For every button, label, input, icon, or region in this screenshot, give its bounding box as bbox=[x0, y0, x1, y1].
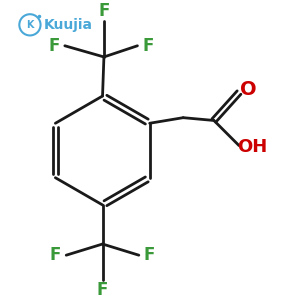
Text: F: F bbox=[142, 37, 154, 55]
Text: Kuujia: Kuujia bbox=[43, 18, 92, 32]
Text: F: F bbox=[98, 2, 110, 20]
Text: OH: OH bbox=[237, 138, 268, 156]
Text: O: O bbox=[241, 80, 257, 99]
Text: F: F bbox=[49, 37, 60, 55]
Text: K: K bbox=[26, 20, 34, 30]
Text: F: F bbox=[50, 246, 61, 264]
Text: F: F bbox=[97, 281, 108, 299]
Text: F: F bbox=[144, 246, 155, 264]
